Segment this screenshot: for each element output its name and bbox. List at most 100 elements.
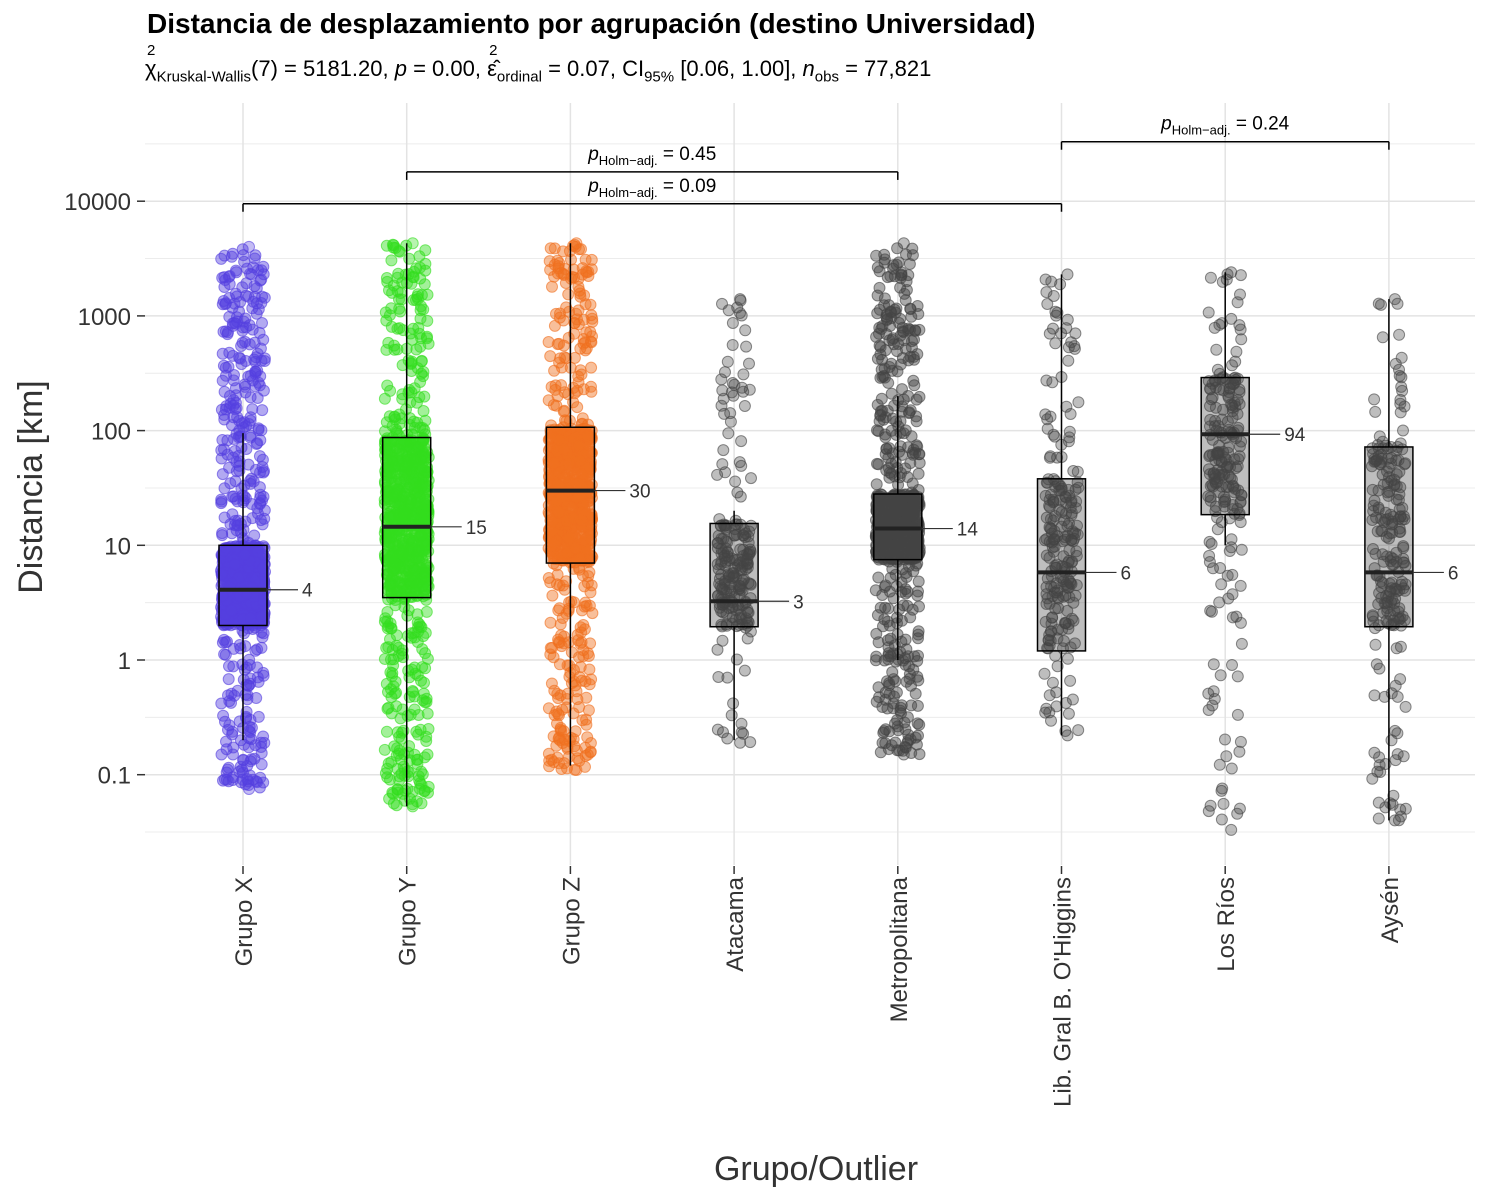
data-point: [881, 615, 894, 628]
data-point: [226, 490, 239, 503]
x-tick-label: Lib. Gral B. O'Higgins: [1050, 877, 1077, 1107]
data-point: [251, 643, 264, 656]
data-point: [1046, 376, 1059, 389]
data-point: [1067, 465, 1080, 477]
data-point: [743, 383, 756, 396]
data-point: [253, 326, 266, 339]
data-point: [899, 587, 912, 600]
data-point: [877, 370, 890, 382]
data-point: [238, 479, 251, 492]
data-point: [735, 459, 748, 472]
data-point: [1047, 428, 1060, 441]
data-point: [739, 324, 752, 337]
data-point: [585, 361, 598, 374]
data-point: [254, 492, 267, 504]
data-point: [1063, 431, 1076, 444]
data-point: [1376, 331, 1389, 344]
chi-symbol: χ: [145, 56, 157, 81]
data-point: [904, 611, 917, 624]
data-point: [422, 723, 435, 735]
data-point: [255, 354, 268, 367]
data-point: [422, 337, 435, 350]
data-point: [251, 671, 264, 684]
data-point: [215, 252, 228, 265]
data-point: [1072, 724, 1085, 737]
data-point: [901, 599, 914, 612]
data-point: [250, 282, 263, 295]
data-point: [745, 472, 757, 485]
data-point: [216, 434, 229, 446]
data-point: [726, 339, 739, 351]
data-point: [1393, 369, 1406, 382]
data-point: [1230, 345, 1243, 358]
data-point: [217, 359, 230, 372]
data-point: [583, 599, 596, 612]
data-point: [398, 769, 411, 782]
data-point: [1226, 359, 1238, 372]
data-point: [727, 697, 740, 710]
data-point: [1394, 640, 1407, 653]
data-point: [1235, 543, 1248, 556]
data-point: [418, 785, 431, 798]
data-point: [1208, 321, 1221, 334]
y-tick-label: 10000: [64, 189, 131, 216]
data-point: [222, 673, 235, 686]
data-point: [1231, 670, 1244, 683]
data-point: [417, 370, 429, 383]
data-point: [253, 781, 266, 794]
data-point: [406, 800, 419, 813]
data-point: [1370, 658, 1383, 671]
data-point: [1062, 707, 1075, 720]
data-point: [253, 481, 266, 494]
data-point: [724, 407, 737, 420]
data-point: [256, 290, 269, 303]
data-point: [744, 736, 757, 749]
data-point: [883, 677, 896, 690]
data-point: [574, 287, 587, 300]
data-point: [231, 519, 244, 532]
data-point: [1061, 652, 1074, 665]
n-symbol: n: [802, 56, 815, 81]
data-point: [571, 401, 584, 414]
data-point: [395, 732, 408, 745]
data-point: [1368, 393, 1381, 406]
data-point: [1369, 638, 1382, 651]
data-point: [1221, 569, 1234, 582]
epsilon-sup: 2: [489, 42, 498, 59]
data-point: [721, 355, 734, 368]
data-point: [218, 409, 231, 421]
data-point: [1233, 319, 1246, 332]
data-point: [910, 393, 923, 406]
data-point: [871, 424, 883, 437]
data-point: [418, 676, 430, 689]
data-point: [219, 715, 231, 728]
median-label: 30: [629, 482, 650, 503]
data-point: [1205, 538, 1218, 550]
data-point: [584, 637, 597, 650]
data-point: [1038, 667, 1051, 680]
data-point: [734, 293, 747, 306]
box-group: 6: [1364, 299, 1458, 821]
data-point: [894, 646, 907, 659]
n-value: = 77,821: [838, 56, 932, 81]
data-point: [562, 331, 575, 344]
p-symbol: p: [394, 56, 407, 81]
data-point: [240, 321, 253, 334]
data-point: [243, 418, 255, 430]
data-point: [218, 511, 231, 524]
data-point: [258, 355, 271, 367]
data-point: [735, 435, 748, 448]
data-point: [730, 653, 743, 666]
data-point: [1373, 751, 1386, 764]
data-point: [216, 527, 229, 540]
data-point: [1061, 268, 1074, 281]
data-point: [1041, 298, 1054, 310]
data-point: [244, 429, 257, 442]
data-point: [544, 576, 557, 589]
data-point: [385, 691, 398, 704]
data-point: [1235, 637, 1248, 650]
df-stat: (7) = 5181.20,: [251, 56, 395, 81]
data-point: [737, 368, 750, 381]
median-label: 15: [466, 518, 487, 539]
data-point: [1049, 337, 1062, 350]
